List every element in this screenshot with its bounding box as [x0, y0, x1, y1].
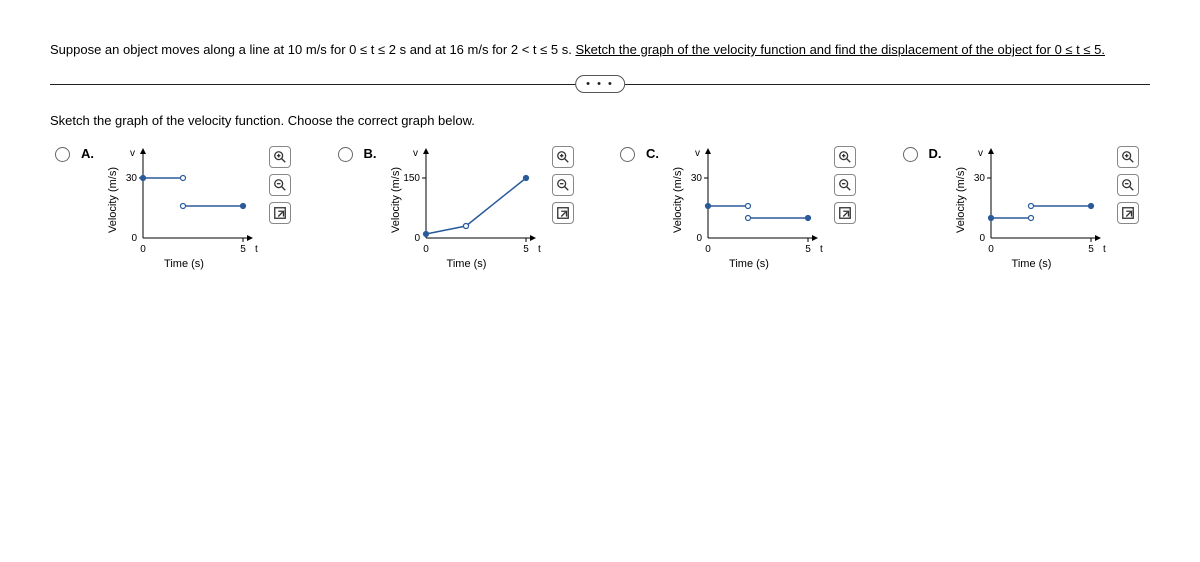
expand-icon[interactable]	[552, 202, 574, 224]
svg-text:v: v	[130, 148, 135, 159]
zoom-in-icon[interactable]	[1117, 146, 1139, 168]
y-axis-label: Velocity (m/s)	[955, 167, 967, 233]
svg-text:30: 30	[973, 173, 985, 184]
divider-wrap: • • •	[50, 84, 1150, 85]
svg-text:5: 5	[240, 244, 246, 255]
option-label-A: A.	[81, 146, 99, 161]
svg-text:t: t	[538, 244, 541, 255]
option-C: C. Velocity (m/s) 30 0 5 0 v t Time (s)	[615, 146, 868, 270]
chart-D: 30 0 5 0 v t	[969, 146, 1109, 256]
expand-icon[interactable]	[269, 202, 291, 224]
radio-D[interactable]	[903, 147, 918, 162]
x-axis-label: Time (s)	[164, 258, 204, 270]
svg-text:150: 150	[404, 173, 420, 184]
svg-text:5: 5	[523, 244, 529, 255]
svg-text:0: 0	[979, 233, 985, 244]
zoom-in-icon[interactable]	[834, 146, 856, 168]
chart-tools	[834, 146, 856, 224]
question-underlined: Sketch the graph of the velocity functio…	[575, 42, 1105, 57]
option-label-B: B.	[364, 146, 382, 161]
zoom-out-icon[interactable]	[834, 174, 856, 196]
zoom-out-icon[interactable]	[269, 174, 291, 196]
zoom-out-icon[interactable]	[552, 174, 574, 196]
svg-text:v: v	[413, 148, 418, 159]
svg-text:0: 0	[131, 233, 137, 244]
svg-text:30: 30	[691, 173, 703, 184]
option-label-D: D.	[929, 146, 947, 161]
svg-text:5: 5	[805, 244, 811, 255]
svg-text:0: 0	[705, 244, 711, 255]
x-axis-label: Time (s)	[1012, 258, 1052, 270]
svg-text:v: v	[978, 148, 983, 159]
x-axis-label: Time (s)	[729, 258, 769, 270]
option-A: A. Velocity (m/s) 30 0 5 0 v t Time (s)	[50, 146, 303, 270]
radio-A[interactable]	[55, 147, 70, 162]
chart-B: 150 0 5 0 v t	[404, 146, 544, 256]
question-text: Suppose an object moves along a line at …	[50, 40, 1150, 60]
y-axis-label: Velocity (m/s)	[390, 167, 402, 233]
svg-text:t: t	[1103, 244, 1106, 255]
x-axis-label: Time (s)	[447, 258, 487, 270]
expand-icon[interactable]	[1117, 202, 1139, 224]
y-axis-label: Velocity (m/s)	[107, 167, 119, 233]
chart-C: 30 0 5 0 v t	[686, 146, 826, 256]
chart-A: 30 0 5 0 v t	[121, 146, 261, 256]
chart-tools	[552, 146, 574, 224]
svg-text:0: 0	[414, 233, 420, 244]
zoom-out-icon[interactable]	[1117, 174, 1139, 196]
svg-text:t: t	[255, 244, 258, 255]
svg-text:0: 0	[988, 244, 994, 255]
radio-B[interactable]	[338, 147, 353, 162]
option-label-C: C.	[646, 146, 664, 161]
y-axis-label: Velocity (m/s)	[672, 167, 684, 233]
expand-ellipsis-button[interactable]: • • •	[575, 75, 625, 93]
zoom-in-icon[interactable]	[552, 146, 574, 168]
svg-text:0: 0	[140, 244, 146, 255]
question-part1: Suppose an object moves along a line at …	[50, 42, 575, 57]
svg-text:0: 0	[696, 233, 702, 244]
graph-prompt: Sketch the graph of the velocity functio…	[50, 113, 1150, 128]
radio-C[interactable]	[620, 147, 635, 162]
svg-text:v: v	[695, 148, 700, 159]
svg-text:t: t	[820, 244, 823, 255]
svg-text:5: 5	[1088, 244, 1094, 255]
zoom-in-icon[interactable]	[269, 146, 291, 168]
svg-text:0: 0	[423, 244, 429, 255]
expand-icon[interactable]	[834, 202, 856, 224]
options-row: A. Velocity (m/s) 30 0 5 0 v t Time (s)	[50, 146, 1150, 270]
option-D: D. Velocity (m/s) 30 0 5 0 v t Time (s)	[898, 146, 1151, 270]
option-B: B. Velocity (m/s) 150 0 5 0 v t Time (s)	[333, 146, 586, 270]
svg-text:30: 30	[126, 173, 138, 184]
chart-tools	[1117, 146, 1139, 224]
chart-tools	[269, 146, 291, 224]
